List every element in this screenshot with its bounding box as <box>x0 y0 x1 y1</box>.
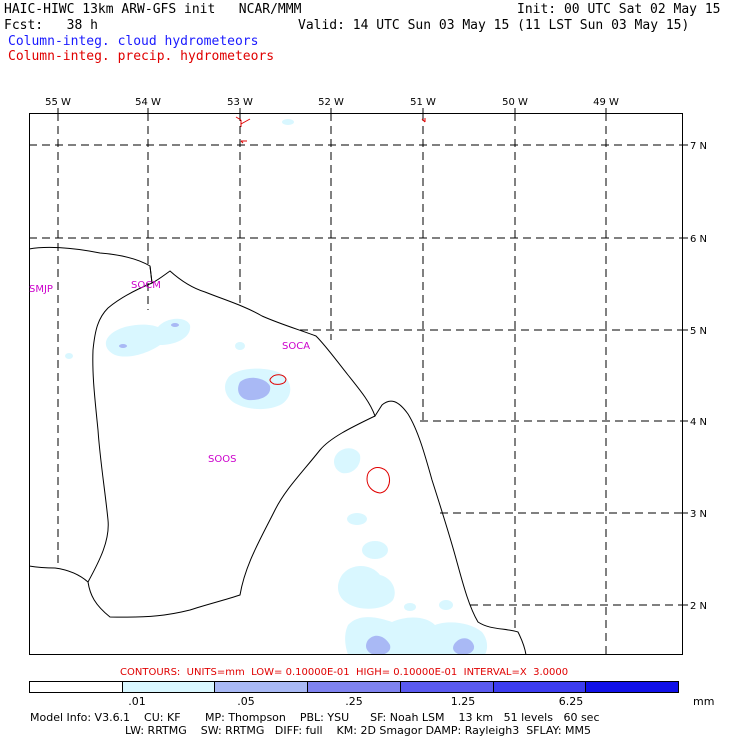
color-scale-label: .25 <box>345 695 363 708</box>
lat-label: 4 N <box>690 417 707 428</box>
map-frame <box>29 108 688 655</box>
header-forecast-hour: Fcst: 38 h <box>4 18 98 33</box>
color-scale-segment <box>30 682 122 692</box>
model-info-line2: LW: RRTMG SW: RRTMG DIFF: full KM: 2D Sm… <box>125 724 591 737</box>
cloud-field-label: Column-integ. cloud hydrometeors <box>8 34 259 49</box>
color-scale-segment <box>492 682 586 692</box>
header-valid-time: Valid: 14 UTC Sun 03 May 15 (11 LST Sun … <box>298 18 690 33</box>
coastline <box>29 246 527 655</box>
color-scale-segment <box>307 682 400 692</box>
latitude-labels: 7 N 6 N 5 N 4 N 3 N 2 N <box>690 141 707 612</box>
color-scale-segment <box>585 682 679 692</box>
contours-info: CONTOURS: UNITS=mm LOW= 0.10000E-01 HIGH… <box>120 667 569 678</box>
color-scale-units: mm <box>693 695 715 708</box>
lat-label: 7 N <box>690 141 707 152</box>
model-info-line1: Model Info: V3.6.1 CU: KF MP: Thompson P… <box>30 711 600 724</box>
lat-label: 3 N <box>690 509 707 520</box>
station-label: SMJP <box>29 284 53 295</box>
lon-label: 49 W <box>593 97 619 108</box>
lon-label: 54 W <box>135 97 161 108</box>
station-label: SOOS <box>208 454 236 465</box>
longitude-labels: 55 W 54 W 53 W 52 W 51 W 50 W 49 W <box>45 97 619 108</box>
lat-label: 6 N <box>690 234 707 245</box>
header-title: HAIC-HIWC 13km ARW-GFS init NCAR/MMM <box>4 2 302 17</box>
color-scale-label: .01 <box>128 695 146 708</box>
station-label: SOCA <box>282 341 310 352</box>
color-scale-label: .05 <box>237 695 255 708</box>
color-scale-segment <box>214 682 308 692</box>
color-scale-label: 6.25 <box>558 695 584 708</box>
lon-label: 51 W <box>410 97 436 108</box>
lat-label: 2 N <box>690 601 707 612</box>
station-labels: SMJP SOCM SOCA SOOS <box>29 280 310 465</box>
precip-field-label: Column-integ. precip. hydrometeors <box>8 49 275 64</box>
wind-barbs <box>235 116 426 144</box>
hydrometeor-shading <box>65 119 487 655</box>
lon-label: 50 W <box>502 97 528 108</box>
lat-label: 5 N <box>690 326 707 337</box>
lon-label: 55 W <box>45 97 71 108</box>
lon-label: 53 W <box>227 97 253 108</box>
color-scale-segment <box>399 682 493 692</box>
color-scale-segment <box>121 682 215 692</box>
color-scale-label: 1.25 <box>450 695 476 708</box>
graticule <box>29 113 683 655</box>
precip-contours <box>269 374 390 494</box>
color-scale-bar <box>29 681 679 693</box>
header-init-time: Init: 00 UTC Sat 02 May 15 <box>517 2 721 17</box>
station-label: SOCM <box>131 280 161 291</box>
lon-label: 52 W <box>318 97 344 108</box>
